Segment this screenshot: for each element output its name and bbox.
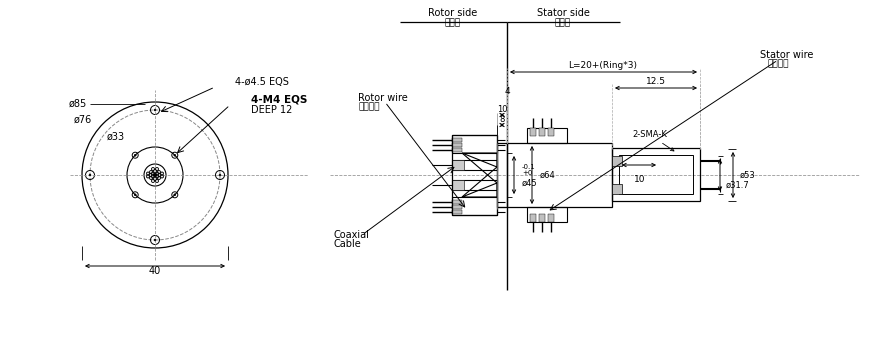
Bar xyxy=(527,128,567,143)
Circle shape xyxy=(173,154,176,156)
Bar xyxy=(530,128,536,136)
Text: ø76: ø76 xyxy=(74,115,92,125)
Bar xyxy=(452,135,497,215)
Text: Rotor side: Rotor side xyxy=(429,8,478,18)
Circle shape xyxy=(154,109,156,111)
Text: 转子边: 转子边 xyxy=(445,19,461,28)
Circle shape xyxy=(146,175,150,178)
Circle shape xyxy=(135,194,136,196)
Text: 4: 4 xyxy=(504,88,510,97)
Text: 10: 10 xyxy=(634,175,646,184)
Bar xyxy=(548,214,554,222)
Circle shape xyxy=(150,170,152,174)
Circle shape xyxy=(135,154,136,156)
Circle shape xyxy=(160,175,164,178)
Text: 10: 10 xyxy=(496,105,507,114)
Text: ø33: ø33 xyxy=(106,132,125,142)
Text: 40: 40 xyxy=(149,266,161,276)
Text: ø53: ø53 xyxy=(740,170,756,180)
Circle shape xyxy=(149,174,152,176)
Text: +0: +0 xyxy=(522,170,532,176)
Text: Coaxial: Coaxial xyxy=(333,230,369,240)
Text: Rotor wire: Rotor wire xyxy=(358,93,407,103)
Bar xyxy=(452,160,497,170)
Bar xyxy=(452,148,462,152)
Text: 定子出线: 定子出线 xyxy=(768,60,789,69)
Circle shape xyxy=(153,174,157,176)
Bar xyxy=(507,143,612,207)
Circle shape xyxy=(153,174,157,176)
Circle shape xyxy=(150,176,152,180)
Text: 8: 8 xyxy=(499,116,505,125)
Text: ø85: ø85 xyxy=(69,99,87,109)
Circle shape xyxy=(151,175,154,178)
Bar xyxy=(619,155,693,194)
Text: Cable: Cable xyxy=(333,239,361,249)
Text: ø31.7: ø31.7 xyxy=(726,181,750,189)
Text: L=20+(Ring*3): L=20+(Ring*3) xyxy=(568,62,637,70)
Circle shape xyxy=(158,176,160,180)
Bar xyxy=(452,197,497,215)
Bar xyxy=(452,160,464,170)
Bar xyxy=(612,156,622,166)
Bar xyxy=(539,128,545,136)
Bar xyxy=(452,135,497,153)
Text: ø64: ø64 xyxy=(540,170,556,180)
Circle shape xyxy=(156,168,158,170)
Circle shape xyxy=(89,174,91,176)
Bar xyxy=(452,143,462,147)
Bar xyxy=(612,148,700,201)
Text: 4-M4 EQS: 4-M4 EQS xyxy=(251,94,307,104)
Bar xyxy=(548,128,554,136)
Text: 2-SMA-K: 2-SMA-K xyxy=(632,130,674,151)
Circle shape xyxy=(158,174,161,176)
Text: 转子出线: 转子出线 xyxy=(358,103,379,112)
Text: 定子边: 定子边 xyxy=(555,19,571,28)
Bar xyxy=(452,138,462,142)
Circle shape xyxy=(156,175,159,178)
Bar xyxy=(539,214,545,222)
Bar xyxy=(452,205,462,209)
Text: DEEP 12: DEEP 12 xyxy=(251,105,292,115)
Circle shape xyxy=(156,172,159,175)
Circle shape xyxy=(160,172,164,175)
Bar xyxy=(612,184,622,194)
Circle shape xyxy=(173,194,176,196)
Circle shape xyxy=(154,239,156,241)
Bar xyxy=(452,180,497,190)
Circle shape xyxy=(151,180,155,182)
Text: 12.5: 12.5 xyxy=(646,77,666,86)
Circle shape xyxy=(151,168,155,170)
Text: ø45: ø45 xyxy=(522,178,538,188)
Text: Stator wire: Stator wire xyxy=(760,50,813,60)
Circle shape xyxy=(151,172,154,175)
Text: -0.1: -0.1 xyxy=(522,164,536,170)
Text: 4-ø4.5 EQS: 4-ø4.5 EQS xyxy=(235,77,289,87)
Text: Stator side: Stator side xyxy=(537,8,590,18)
Circle shape xyxy=(153,177,157,181)
Circle shape xyxy=(156,180,158,182)
Bar xyxy=(452,180,464,190)
Bar xyxy=(530,214,536,222)
Bar xyxy=(452,210,462,214)
Circle shape xyxy=(219,174,221,176)
Bar xyxy=(452,200,462,204)
Circle shape xyxy=(153,169,157,173)
Bar xyxy=(527,207,567,222)
Circle shape xyxy=(158,170,160,174)
Circle shape xyxy=(146,172,150,175)
